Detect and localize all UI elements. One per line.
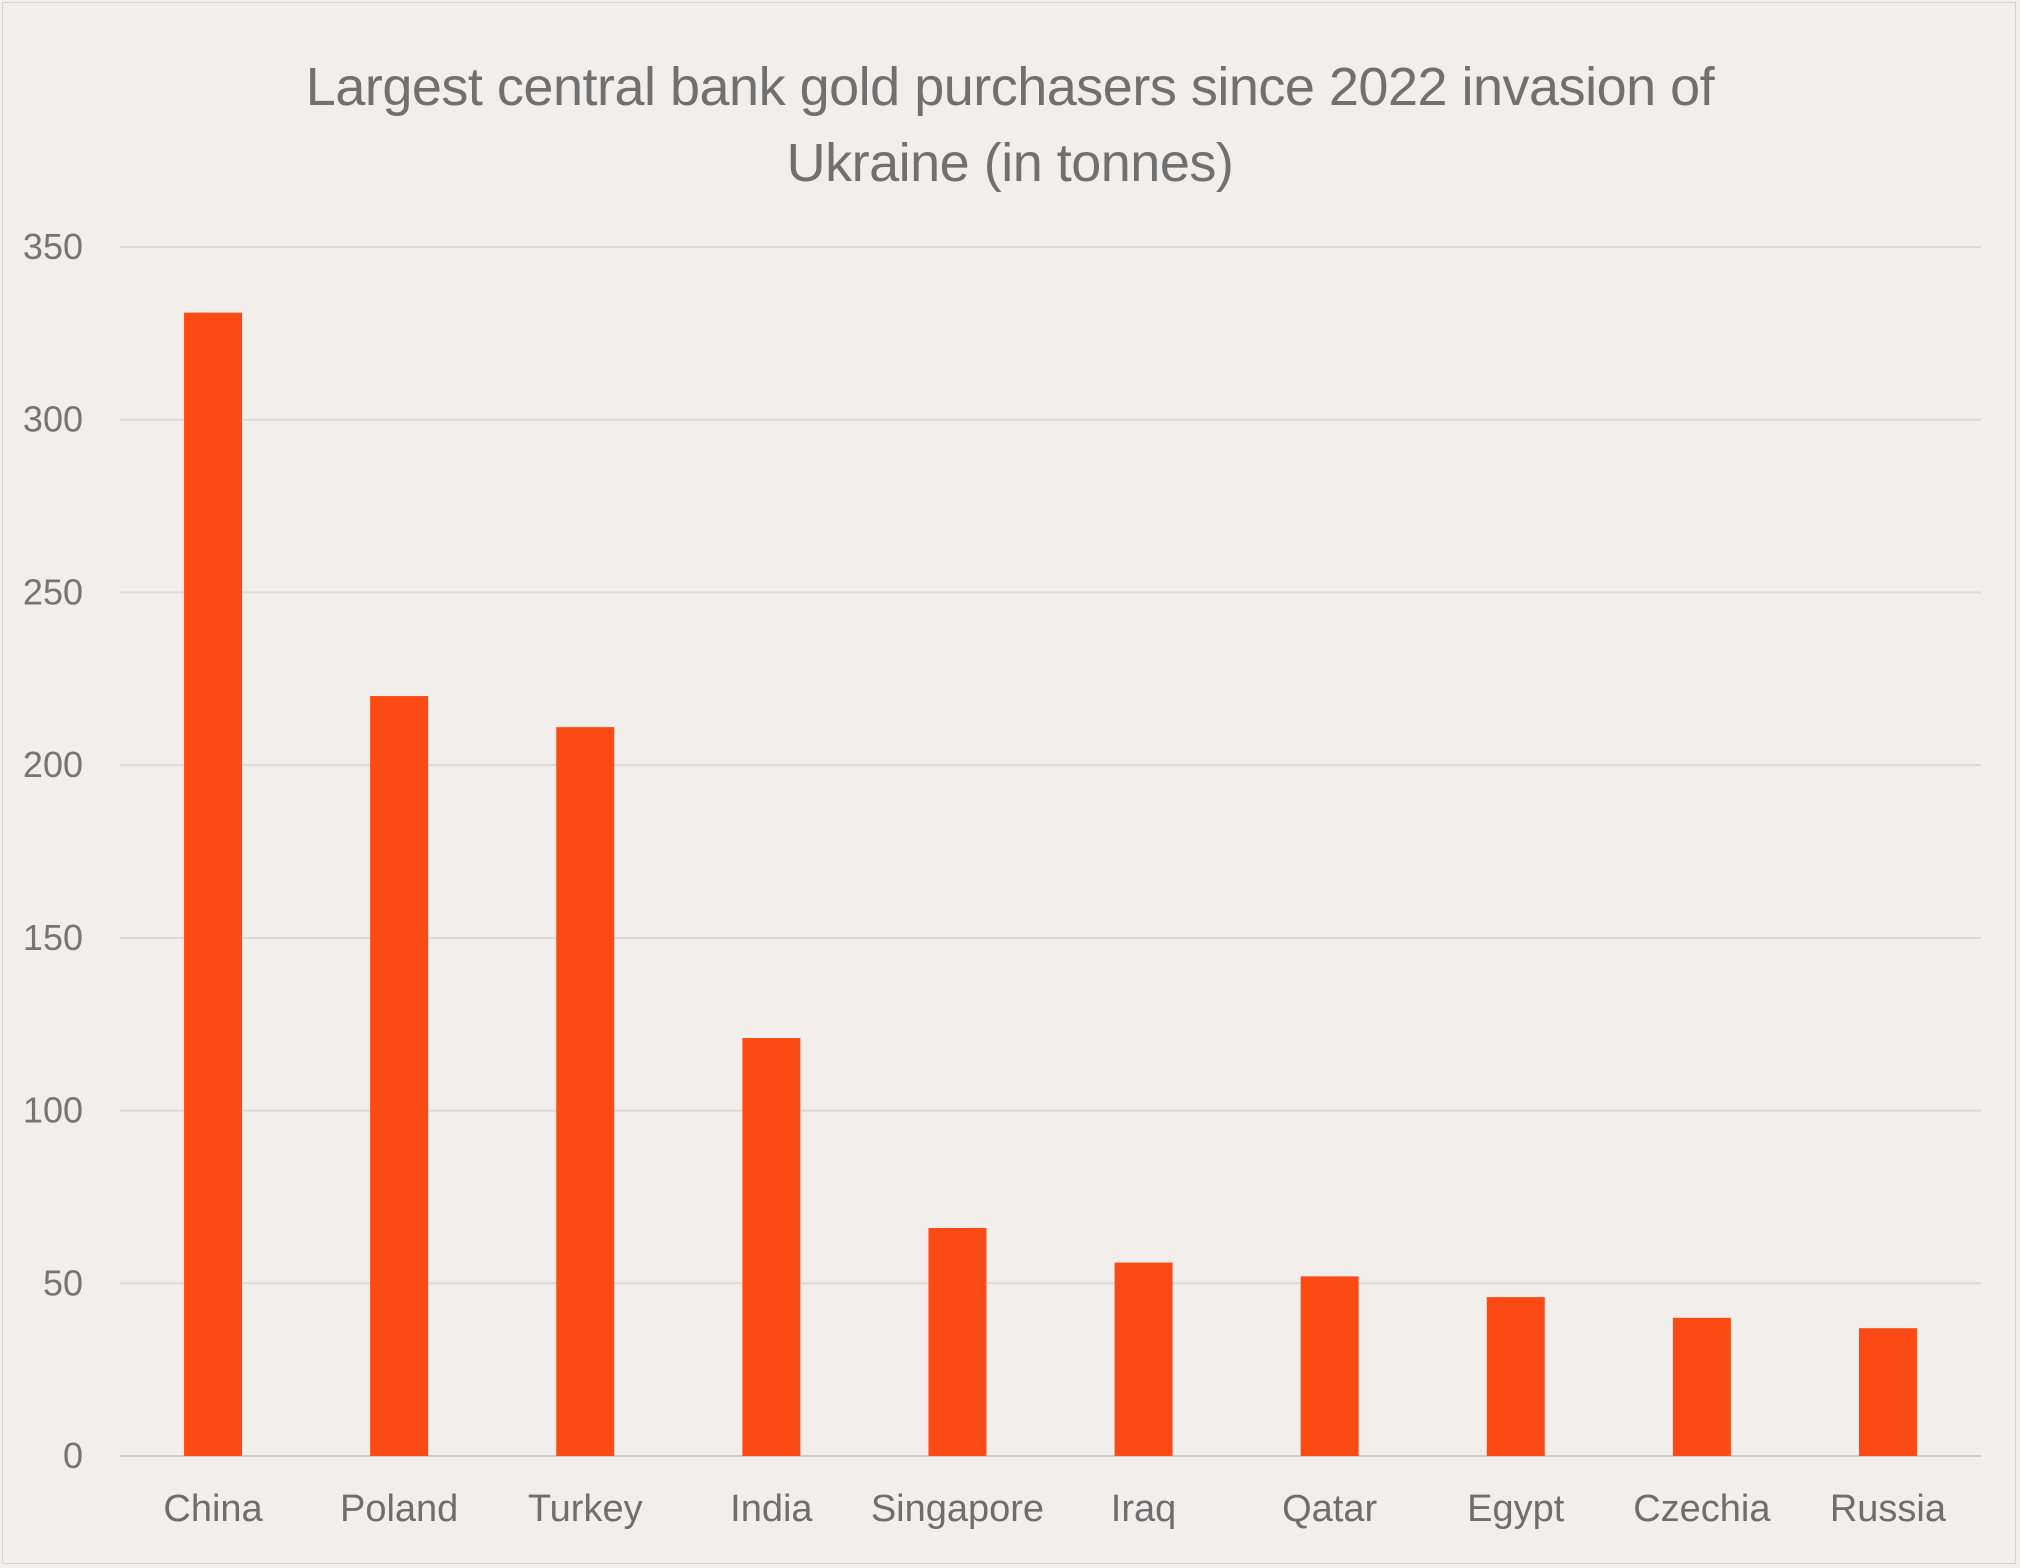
x-label-india: India [730,1488,813,1530]
x-label-russia: Russia [1830,1488,1947,1530]
x-label-czechia: Czechia [1633,1488,1771,1530]
x-label-iraq: Iraq [1111,1488,1176,1530]
bar-india [742,1038,801,1456]
x-label-qatar: Qatar [1282,1488,1377,1530]
bar-czechia [1672,1317,1731,1456]
bar-russia [1858,1328,1917,1456]
chart-title-line-2: Ukraine (in tonnes) [786,133,1234,193]
x-label-turkey: Turkey [528,1488,643,1530]
y-axis-ticks: 0 50 100 150 200 250 300 350 [23,226,83,1476]
x-label-egypt: Egypt [1467,1488,1565,1530]
chart-title: Largest central bank gold purchasers sin… [3,49,2017,201]
x-label-china: China [163,1488,263,1530]
x-label-poland: Poland [340,1488,458,1530]
bar-china [184,312,243,1456]
chart-title-line-1: Largest central bank gold purchasers sin… [305,57,1715,117]
x-axis-labels: China Poland Turkey India Singapore Iraq Qatar… [163,1488,1946,1530]
y-tick-label-50: 50 [43,1262,83,1303]
bar-singapore [928,1228,987,1456]
bar-poland [370,696,429,1456]
bars [184,312,1917,1456]
bar-egypt [1486,1297,1545,1456]
y-tick-label-300: 300 [23,399,83,440]
y-tick-label-250: 250 [23,571,83,612]
y-tick-label-150: 150 [23,917,83,958]
bar-qatar [1300,1276,1359,1456]
bar-iraq [1114,1262,1173,1456]
gridlines [120,246,1981,1457]
x-label-singapore: Singapore [871,1488,1044,1530]
bar-chart: 0 50 100 150 200 250 300 350 China Poland Turkey I… [23,226,1981,1530]
y-tick-label-0: 0 [63,1435,83,1476]
bar-turkey [556,727,615,1456]
y-tick-label-100: 100 [23,1090,83,1131]
y-tick-label-200: 200 [23,744,83,785]
y-tick-label-350: 350 [23,226,83,267]
